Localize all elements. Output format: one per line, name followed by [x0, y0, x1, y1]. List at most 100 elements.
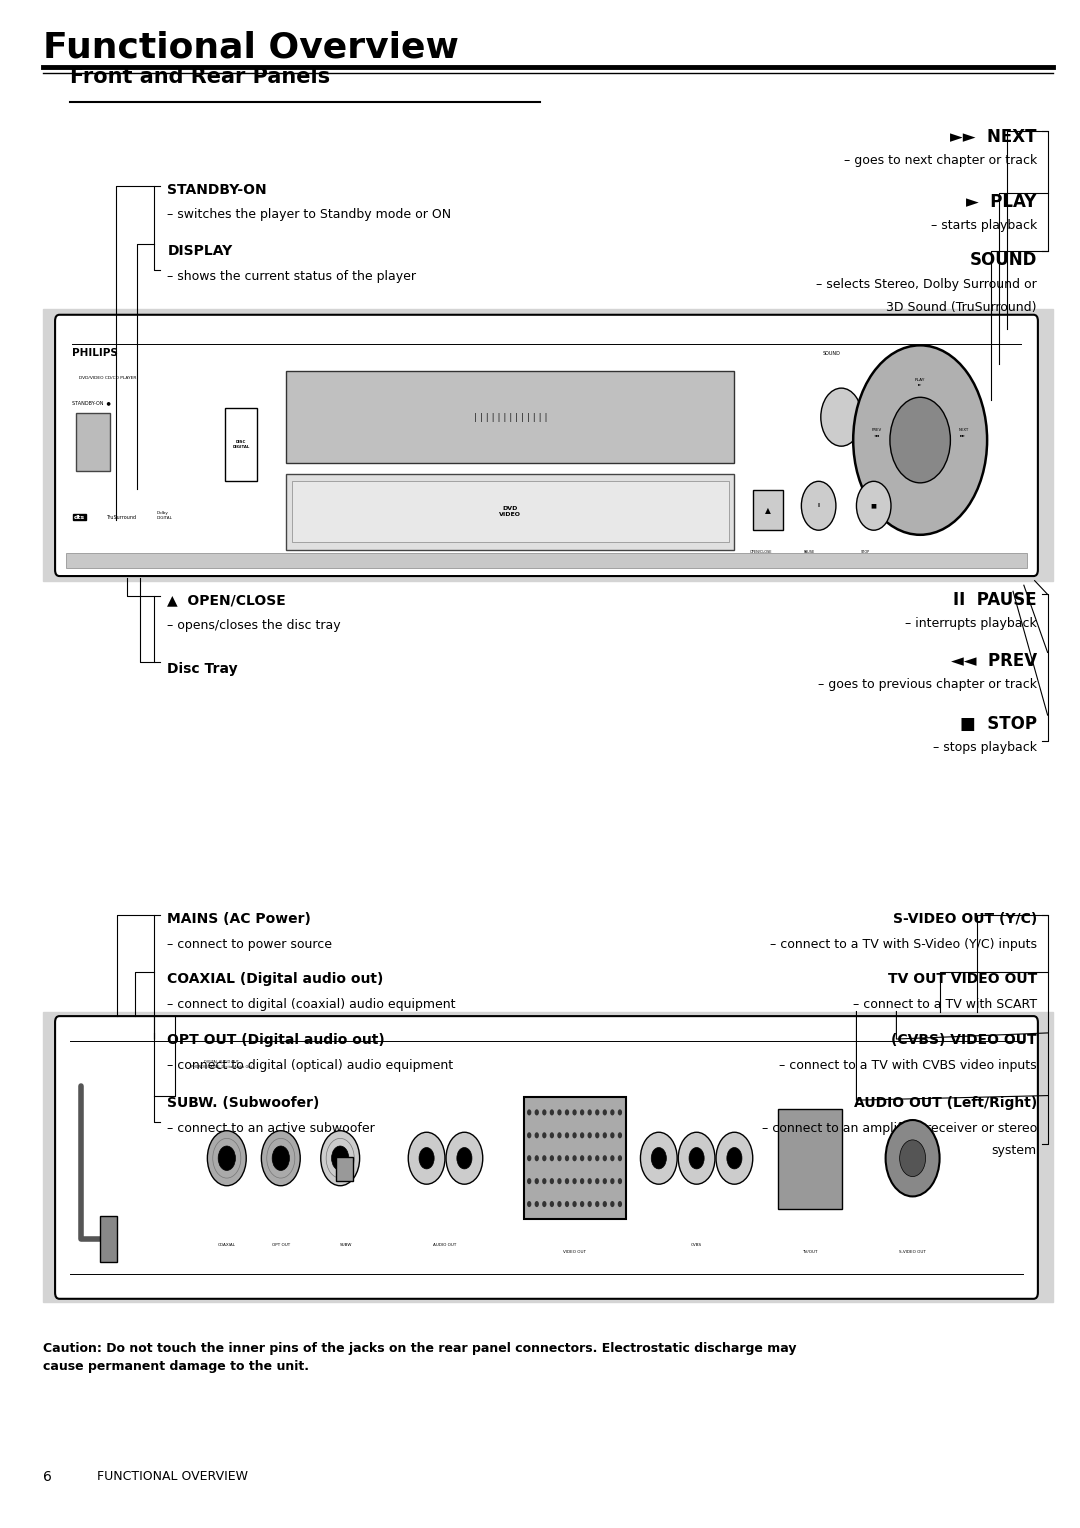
Circle shape [550, 1178, 554, 1184]
Text: AUDIO OUT: AUDIO OUT [433, 1242, 457, 1247]
Text: – starts playback: – starts playback [931, 219, 1037, 232]
Circle shape [595, 1109, 599, 1115]
Text: – connect to an active subwoofer: – connect to an active subwoofer [167, 1122, 375, 1135]
Circle shape [580, 1109, 584, 1115]
Text: STANDBY-ON  ●: STANDBY-ON ● [72, 400, 111, 405]
Circle shape [801, 481, 836, 530]
Circle shape [618, 1178, 622, 1184]
Circle shape [535, 1178, 539, 1184]
Text: dts: dts [73, 515, 84, 520]
Circle shape [527, 1132, 531, 1138]
Circle shape [535, 1155, 539, 1161]
Text: DISC
DIGITAL: DISC DIGITAL [232, 440, 249, 449]
Circle shape [610, 1201, 615, 1207]
Text: 3D Sound (TruSurround): 3D Sound (TruSurround) [887, 301, 1037, 315]
Circle shape [535, 1132, 539, 1138]
Text: ▲: ▲ [765, 506, 771, 515]
Text: – shows the current status of the player: – shows the current status of the player [167, 270, 417, 284]
Text: Functional Overview: Functional Overview [43, 31, 459, 64]
Bar [524, 1097, 626, 1219]
Bar [225, 408, 257, 481]
Text: – goes to previous chapter or track: – goes to previous chapter or track [818, 678, 1037, 692]
Circle shape [542, 1178, 546, 1184]
Text: NEXT
►►: NEXT ►► [958, 428, 969, 437]
Text: – connect to a TV with CVBS video inputs: – connect to a TV with CVBS video inputs [779, 1059, 1037, 1073]
Circle shape [527, 1155, 531, 1161]
Circle shape [557, 1201, 562, 1207]
Text: PREV
◄◄: PREV ◄◄ [872, 428, 882, 437]
Text: TV OUT VIDEO OUT: TV OUT VIDEO OUT [888, 972, 1037, 986]
FancyBboxPatch shape [55, 1016, 1038, 1299]
Text: DIGITAL AUDIO OUT
PHONO/COAXIAL Digital Audio Out: DIGITAL AUDIO OUT PHONO/COAXIAL Digital … [191, 1060, 252, 1070]
Circle shape [550, 1109, 554, 1115]
Circle shape [603, 1178, 607, 1184]
Text: OPT OUT (Digital audio out): OPT OUT (Digital audio out) [167, 1033, 386, 1047]
Circle shape [542, 1109, 546, 1115]
Text: ►►  NEXT: ►► NEXT [950, 128, 1037, 147]
Text: FUNCTIONAL OVERVIEW: FUNCTIONAL OVERVIEW [97, 1470, 248, 1484]
Text: – connect to a TV with S-Video (Y/C) inputs: – connect to a TV with S-Video (Y/C) inp… [770, 938, 1037, 952]
Circle shape [821, 388, 862, 446]
Circle shape [535, 1201, 539, 1207]
Text: SOUND: SOUND [823, 351, 841, 356]
Text: S-VIDEO OUT (Y/C): S-VIDEO OUT (Y/C) [892, 912, 1037, 926]
Bar [76, 413, 110, 471]
Text: – switches the player to Standby mode or ON: – switches the player to Standby mode or… [167, 208, 451, 222]
Text: ►  PLAY: ► PLAY [967, 193, 1037, 211]
Text: COAXIAL: COAXIAL [218, 1242, 235, 1247]
Text: Dolby
DIGITAL: Dolby DIGITAL [157, 510, 173, 520]
Text: II  PAUSE: II PAUSE [954, 591, 1037, 610]
Bar [286, 474, 734, 550]
Circle shape [588, 1201, 592, 1207]
Circle shape [332, 1146, 349, 1170]
Circle shape [716, 1132, 753, 1184]
Circle shape [527, 1201, 531, 1207]
Circle shape [565, 1109, 569, 1115]
Circle shape [856, 481, 891, 530]
Text: system: system [991, 1144, 1037, 1158]
Circle shape [572, 1132, 577, 1138]
Circle shape [603, 1109, 607, 1115]
Circle shape [572, 1109, 577, 1115]
Text: PHILIPS: PHILIPS [72, 348, 118, 359]
Circle shape [218, 1146, 235, 1170]
Text: SUBW. (Subwoofer): SUBW. (Subwoofer) [167, 1096, 320, 1109]
Bar [43, 1012, 1053, 1302]
Text: STOP: STOP [861, 550, 870, 555]
Circle shape [557, 1178, 562, 1184]
Circle shape [603, 1155, 607, 1161]
Circle shape [207, 1131, 246, 1186]
Circle shape [595, 1132, 599, 1138]
Text: SOUND: SOUND [970, 251, 1037, 269]
Text: ▲  OPEN/CLOSE: ▲ OPEN/CLOSE [167, 593, 286, 607]
Text: ■: ■ [870, 503, 877, 509]
Circle shape [618, 1109, 622, 1115]
Circle shape [678, 1132, 715, 1184]
Text: | | | | | | | | | | | | |: | | | | | | | | | | | | | [473, 413, 548, 422]
Circle shape [610, 1132, 615, 1138]
Circle shape [408, 1132, 445, 1184]
Circle shape [565, 1155, 569, 1161]
Circle shape [457, 1148, 472, 1169]
Circle shape [542, 1201, 546, 1207]
Circle shape [610, 1178, 615, 1184]
Circle shape [853, 345, 987, 535]
Text: VIDEO OUT: VIDEO OUT [563, 1250, 586, 1254]
Circle shape [527, 1109, 531, 1115]
Circle shape [595, 1155, 599, 1161]
Text: DVD
VIDEO: DVD VIDEO [499, 506, 522, 518]
Text: – connect to a TV with SCART: – connect to a TV with SCART [853, 998, 1037, 1012]
Text: (CVBS) VIDEO OUT: (CVBS) VIDEO OUT [891, 1033, 1037, 1047]
Circle shape [886, 1120, 940, 1196]
Text: STANDBY-ON: STANDBY-ON [167, 183, 267, 197]
Bar [66, 553, 1027, 568]
Circle shape [580, 1201, 584, 1207]
Text: OPEN/CLOSE: OPEN/CLOSE [750, 550, 772, 555]
Text: AUDIO OUT (Left/Right): AUDIO OUT (Left/Right) [853, 1096, 1037, 1109]
Circle shape [535, 1109, 539, 1115]
Text: Disc Tray: Disc Tray [167, 662, 238, 675]
Circle shape [727, 1148, 742, 1169]
Text: PLAY
►: PLAY ► [915, 377, 926, 387]
Circle shape [272, 1146, 289, 1170]
Circle shape [261, 1131, 300, 1186]
